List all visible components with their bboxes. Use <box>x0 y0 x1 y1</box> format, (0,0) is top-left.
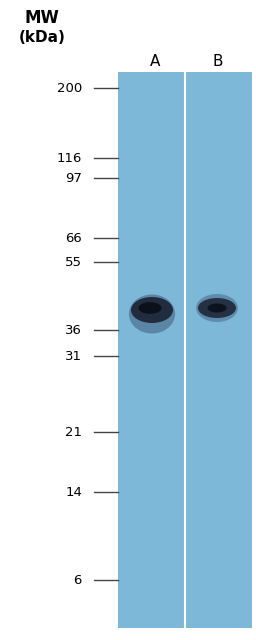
Text: 14: 14 <box>65 486 82 499</box>
Ellipse shape <box>208 303 227 312</box>
Text: 36: 36 <box>65 323 82 337</box>
Text: 31: 31 <box>65 349 82 362</box>
Ellipse shape <box>131 297 173 323</box>
Text: 66: 66 <box>65 232 82 244</box>
Text: 200: 200 <box>57 81 82 95</box>
Ellipse shape <box>129 294 175 333</box>
Ellipse shape <box>138 302 162 314</box>
Ellipse shape <box>196 294 238 322</box>
Text: 55: 55 <box>65 255 82 269</box>
Text: 97: 97 <box>65 172 82 184</box>
Ellipse shape <box>198 298 236 318</box>
Text: 6: 6 <box>74 573 82 586</box>
Text: 116: 116 <box>57 152 82 164</box>
Text: (kDa): (kDa) <box>19 31 66 45</box>
Bar <box>118 72 252 628</box>
Text: MW: MW <box>25 9 59 27</box>
Text: 21: 21 <box>65 426 82 438</box>
Text: A: A <box>150 54 160 70</box>
Text: B: B <box>213 54 223 70</box>
